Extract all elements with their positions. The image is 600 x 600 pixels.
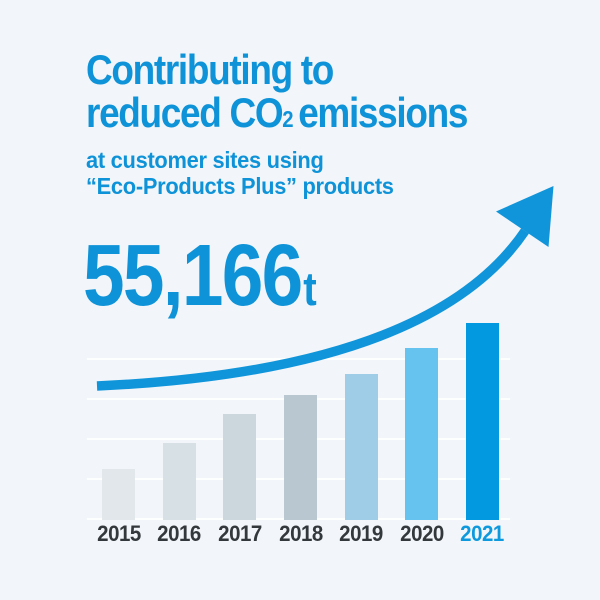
- gridline: [87, 358, 510, 360]
- headline-value: 55,166t: [83, 232, 317, 324]
- headline-unit: t: [303, 262, 317, 315]
- headline-number: 55,166: [83, 227, 303, 324]
- bar-2017: [223, 414, 257, 520]
- bar-2020: [405, 348, 439, 520]
- page-subtitle: at customer sites using “Eco-Products Pl…: [86, 147, 394, 199]
- x-axis-label-2016: 2016: [157, 521, 202, 546]
- x-axis-label-2017: 2017: [218, 521, 262, 546]
- bar-2016: [162, 443, 196, 520]
- x-axis-label-2020: 2020: [399, 521, 444, 546]
- bar-2019: [344, 374, 378, 520]
- subtitle-line-1: at customer sites using: [86, 147, 324, 173]
- bar-2015: [102, 469, 136, 520]
- subtitle-line-2: “Eco-Products Plus” products: [86, 173, 394, 199]
- x-axis-label-2015: 2015: [96, 521, 141, 546]
- x-axis-label-2019: 2019: [339, 521, 383, 546]
- co2-subscript: 2: [282, 106, 293, 132]
- bar-2018: [284, 395, 317, 520]
- page-title: Contributing to reduced CO2 emissions: [86, 46, 468, 141]
- title-line-1: Contributing to: [86, 46, 334, 93]
- bar-chart: 2015 2016 2017 2018 2019 2020 2021: [87, 320, 510, 546]
- title-line-2: reduced CO2 emissions: [86, 89, 468, 136]
- x-axis-label-2018: 2018: [278, 521, 323, 546]
- bar-2021: [465, 323, 499, 520]
- x-axis-label-2021: 2021: [460, 521, 505, 546]
